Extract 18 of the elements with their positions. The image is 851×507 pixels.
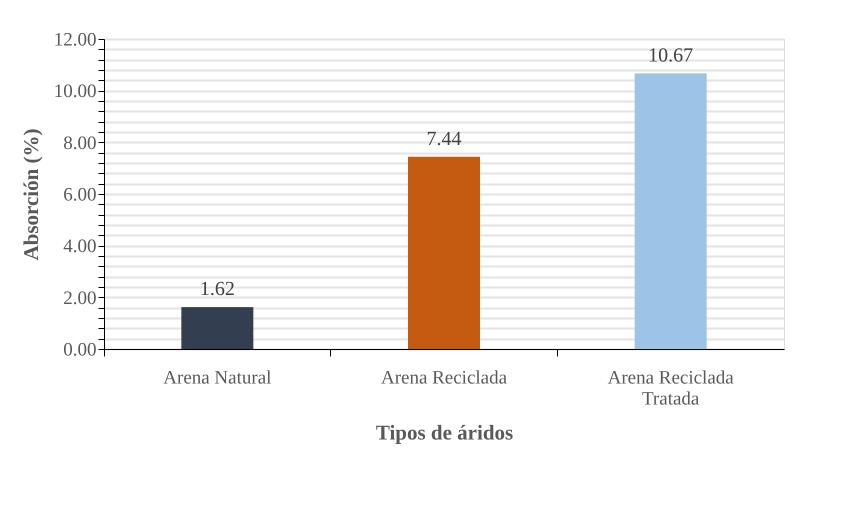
y-axis-title: Absorción (%) bbox=[18, 128, 43, 261]
x-tick-label: Arena Natural bbox=[163, 368, 272, 388]
data-label: 1.62 bbox=[200, 278, 235, 300]
x-tick-label: Arena Reciclada bbox=[380, 368, 508, 388]
x-tick-label: Arena Reciclada Tratada bbox=[608, 368, 734, 410]
y-tick-label: 6.00 bbox=[63, 184, 96, 206]
bar bbox=[181, 307, 254, 349]
x-axis-title: Tipos de áridos bbox=[376, 420, 514, 444]
y-tick-label: 2.00 bbox=[63, 288, 96, 309]
y-tick-label: 0.00 bbox=[63, 340, 96, 360]
y-tick-label: 12.00 bbox=[54, 30, 96, 50]
y-tick-label: 4.00 bbox=[63, 236, 96, 258]
data-label: 10.67 bbox=[648, 44, 694, 66]
y-tick-label: 10.00 bbox=[54, 81, 96, 102]
bar bbox=[408, 156, 480, 349]
data-label: 7.44 bbox=[426, 128, 462, 150]
bar bbox=[634, 73, 707, 349]
y-tick-label: 8.00 bbox=[63, 132, 96, 154]
